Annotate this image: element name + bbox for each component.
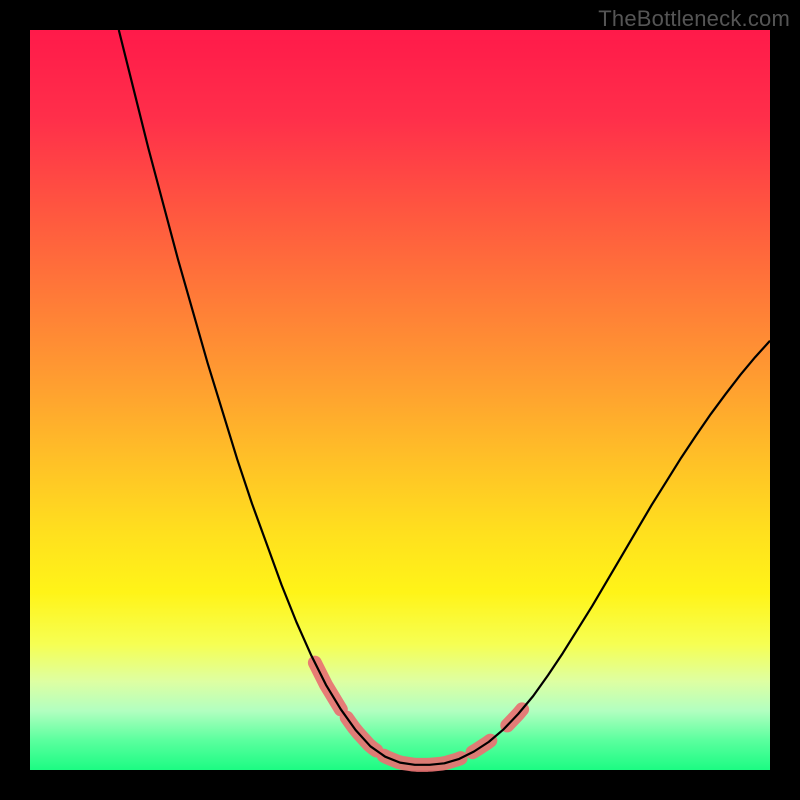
plot-background xyxy=(30,30,770,770)
chart-stage: TheBottleneck.com xyxy=(0,0,800,800)
chart-svg xyxy=(0,0,800,800)
